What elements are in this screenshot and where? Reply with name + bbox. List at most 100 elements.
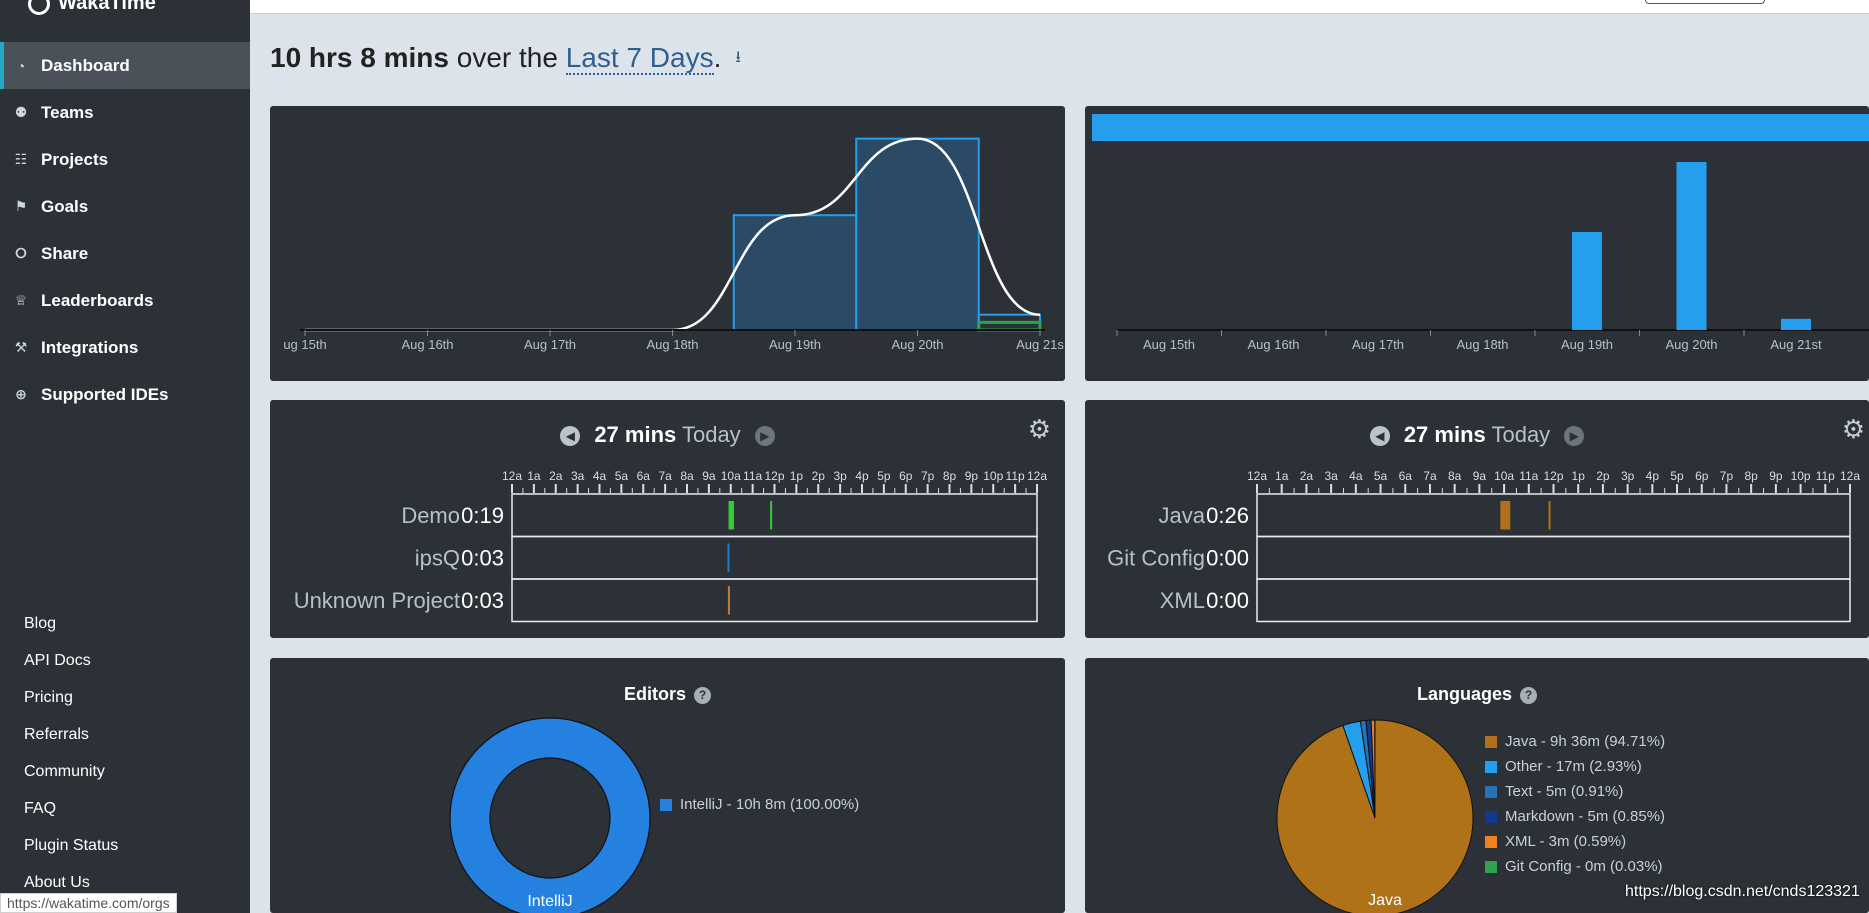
timeline-block[interactable] — [727, 543, 730, 573]
legend-swatch — [1485, 735, 1497, 748]
timeline-block[interactable] — [1548, 501, 1551, 530]
hour-label: 2a — [549, 469, 563, 483]
x-tick-label: Aug 21s — [1016, 337, 1064, 352]
legend-item[interactable]: Markdown - 5m (0.85%) — [1485, 804, 1665, 829]
hour-label: 10p — [1791, 469, 1811, 483]
hour-label: 2a — [1300, 469, 1314, 483]
legend-swatch — [1485, 835, 1497, 848]
timeline-row-name: ipsQ — [415, 546, 460, 571]
timeline-row — [511, 578, 1038, 623]
hour-label: 7p — [921, 469, 935, 483]
share-icon: ⭘ — [15, 245, 27, 261]
legend-swatch — [1485, 760, 1497, 773]
hour-label: 12p — [764, 469, 784, 483]
secondary-bar-aug-21st — [977, 320, 1042, 332]
dashboard-icon: ◔ — [16, 57, 26, 74]
step-bar-aug-20th — [855, 137, 980, 332]
gear-icon[interactable]: ⚙ — [1027, 414, 1051, 444]
hour-label: 11a — [1519, 469, 1538, 483]
hour-label: 8a — [680, 469, 694, 483]
sidebar-item-label: Goals — [41, 196, 89, 216]
languages-title: Languages? — [1085, 684, 1869, 705]
sidebar-item-supported-ides[interactable]: ⊕ Supported IDEs — [0, 371, 250, 418]
sidebar-item-teams[interactable]: ⚉ Teams — [0, 89, 250, 136]
hour-label: 5p — [1670, 469, 1684, 483]
timeline-block[interactable] — [770, 501, 773, 530]
daily-bar-aug-21st[interactable] — [1781, 318, 1811, 330]
donut-label: IntelliJ — [527, 893, 572, 910]
sidebar-item-label: Teams — [41, 102, 94, 122]
x-tick-label: Aug 19th — [769, 337, 821, 352]
date-range-selector[interactable]: Last 7 Days — [565, 42, 714, 75]
prev-day-icon[interactable]: ◀ — [560, 426, 581, 446]
sidebar-item-integrations[interactable]: ⚒ Integrations — [0, 324, 250, 371]
sidebar-item-share[interactable]: ⭘ Share — [0, 230, 250, 277]
top-bar-button[interactable] — [1645, 0, 1765, 4]
logo[interactable]: WakaTime — [28, 0, 156, 15]
footer-link-faq[interactable]: FAQ — [24, 800, 57, 817]
hour-label: 3p — [1621, 469, 1635, 483]
legend-label: Other - 17m (2.93%) — [1505, 758, 1642, 775]
footer-link-pricing[interactable]: Pricing — [24, 689, 73, 706]
help-icon[interactable]: ? — [694, 687, 711, 704]
footer-link-referrals[interactable]: Referrals — [24, 726, 89, 743]
legend-item[interactable]: Text - 5m (0.91%) — [1485, 779, 1665, 804]
legend-label: Java - 9h 36m (94.71%) — [1505, 733, 1666, 750]
x-tick-label: ug 15th — [283, 337, 326, 352]
languages-title-text: Languages — [1416, 684, 1513, 704]
timeline-row — [511, 535, 1038, 580]
legend-item[interactable]: Java - 9h 36m (94.71%) — [1485, 729, 1665, 754]
editors-title-text: Editors — [623, 684, 686, 704]
x-tick-label: Aug 19th — [1561, 337, 1613, 352]
legend-swatch — [660, 798, 672, 811]
legend-item[interactable]: IntelliJ - 10h 8m (100.00%) — [660, 792, 859, 817]
hour-label: 10a — [1494, 469, 1514, 483]
timeline-block[interactable] — [727, 586, 730, 615]
daily-bar-aug-20th[interactable] — [1676, 162, 1707, 330]
hour-label: 12a — [1840, 469, 1860, 483]
help-icon[interactable]: ? — [1520, 687, 1538, 704]
activity-chart: ug 15th Aug 16th Aug 17th Aug 18th Aug 19th A… — [283, 137, 1064, 352]
page-title: 10 hrs 8 mins over the Last 7 Days. ⭳ — [270, 42, 741, 75]
footer-link-community[interactable]: Community — [24, 763, 105, 780]
hour-label: 6a — [1399, 469, 1413, 483]
sidebar-item-goals[interactable]: ⚑ Goals — [0, 183, 250, 230]
daily-bar-aug-19th[interactable] — [1572, 232, 1602, 330]
sidebar: WakaTime ◔ Dashboard ⚉ Teams ☷ Projects ⚑ Goals… — [0, 0, 250, 913]
legend-item[interactable]: Git Config - 0m (0.03%) — [1485, 854, 1665, 879]
footer-link-about-us[interactable]: About Us — [24, 874, 90, 891]
timeline-row-name: Demo — [401, 503, 460, 528]
hour-label: 11p — [1006, 469, 1025, 483]
footer-link-plugin-status[interactable]: Plugin Status — [24, 837, 119, 854]
legend-item[interactable]: Other - 17m (2.93%) — [1485, 754, 1665, 779]
total-time: 10 hrs 8 mins — [270, 42, 449, 73]
hour-label: 7p — [1720, 469, 1734, 483]
legend-item[interactable]: XML - 3m (0.59%) — [1485, 829, 1665, 854]
timeline-block[interactable] — [1500, 501, 1511, 530]
timeline-row-time: 0:19 — [461, 503, 504, 528]
sidebar-item-label: Projects — [41, 149, 109, 169]
sidebar-item-dashboard[interactable]: ◔ Dashboard — [0, 42, 250, 89]
sidebar-item-leaderboards[interactable]: ♕ Leaderboards — [0, 277, 250, 324]
donut-slice-intellij[interactable] — [450, 718, 650, 913]
next-day-icon[interactable]: ▶ — [1564, 426, 1585, 446]
hour-label: 11p — [1816, 469, 1835, 483]
timeline-block[interactable] — [728, 501, 735, 530]
sidebar-item-label: Integrations — [41, 337, 139, 357]
hour-label: 7a — [658, 469, 672, 483]
footer-link-api-docs[interactable]: API Docs — [24, 652, 91, 669]
pie-slice-java[interactable] — [1276, 719, 1474, 913]
projects-timeline-title: ◀ 27 mins Today ▶ — [270, 422, 1065, 448]
timeline-row-time: 0:00 — [1206, 546, 1249, 571]
next-day-icon[interactable]: ▶ — [754, 426, 775, 446]
footer-link-blog[interactable]: Blog — [24, 615, 57, 632]
sidebar-nav: ◔ Dashboard ⚉ Teams ☷ Projects ⚑ Goals ⭘ Share ♕ Le… — [0, 42, 250, 418]
download-icon[interactable]: ⭳ — [735, 49, 741, 67]
x-tick-label: Aug 15th — [1143, 337, 1195, 352]
sidebar-item-label: Share — [41, 243, 89, 263]
gear-icon[interactable]: ⚙ — [1841, 414, 1865, 444]
sidebar-item-projects[interactable]: ☷ Projects — [0, 136, 250, 183]
x-tick-label: Aug 18th — [646, 337, 698, 352]
prev-day-icon[interactable]: ◀ — [1369, 426, 1390, 446]
hour-label: 9a — [702, 469, 716, 483]
